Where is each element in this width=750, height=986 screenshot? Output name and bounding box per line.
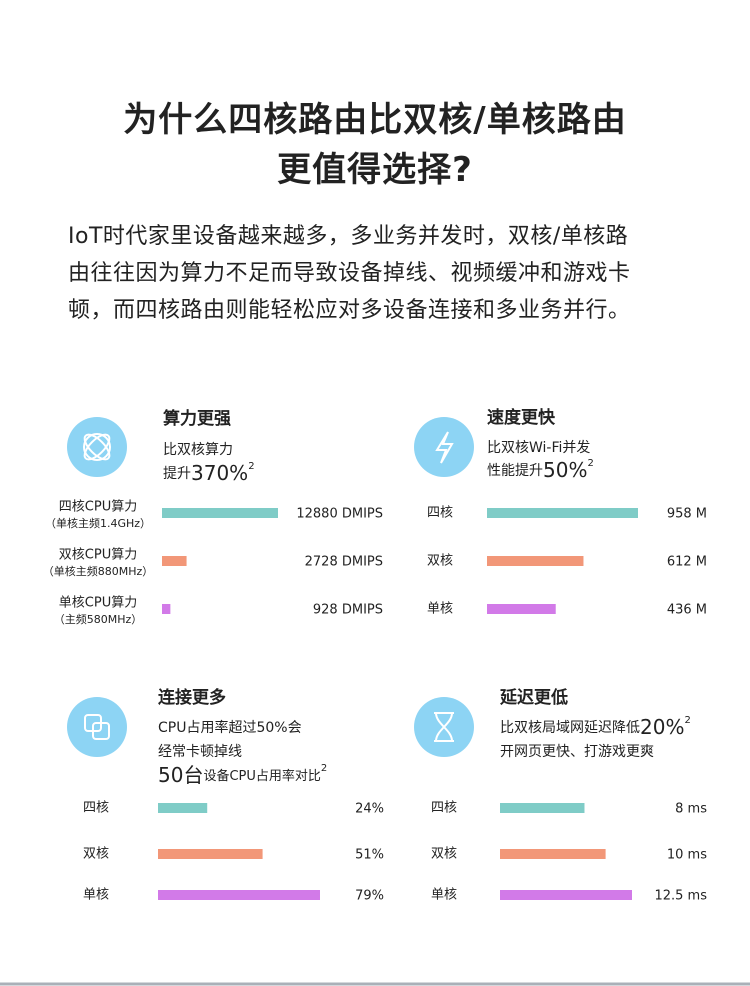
- intro-line: 顿，而四核路由则能轻松应对多设备连接和多业务并行。: [68, 298, 631, 323]
- category-note: （单核主频880MHz）: [43, 564, 154, 578]
- card-subtitle: 性能提升50%2: [487, 458, 594, 482]
- bar: [500, 803, 585, 813]
- bar: [162, 604, 171, 614]
- intro-line: IoT时代家里设备越来越多，多业务并发时，双核/单核路: [68, 224, 629, 249]
- category-label: 单核: [427, 602, 453, 617]
- title-line: 为什么四核路由比双核/单核路由: [123, 100, 627, 140]
- category-note: （单核主频1.4GHz）: [45, 516, 151, 530]
- subtitle-text: 性能提升: [487, 463, 543, 479]
- card-title: 连接更多: [158, 687, 226, 708]
- bar: [158, 890, 320, 900]
- category-label: 双核CPU算力: [59, 548, 137, 563]
- value-label: 10 ms: [667, 848, 707, 863]
- category-label: 单核: [83, 888, 109, 903]
- category-label: 单核CPU算力: [59, 596, 137, 611]
- category-label: 双核: [431, 847, 457, 862]
- category-label: 双核: [427, 554, 453, 569]
- subtitle-text: 经常卡顿掉线: [158, 744, 242, 760]
- subtitle-text: 提升: [163, 466, 191, 482]
- subtitle-highlight: 370%: [191, 461, 248, 485]
- value-label: 12.5 ms: [654, 889, 707, 904]
- card-subtitle: 比双核局域网延迟降低20%2: [500, 715, 691, 739]
- bar: [487, 556, 584, 566]
- card-subtitle: CPU占用率超过50%会: [158, 719, 302, 736]
- bar: [158, 803, 208, 813]
- subtitle-text: 比双核Wi-Fi并发: [487, 440, 590, 456]
- bar: [487, 508, 638, 518]
- value-label: 436 M: [667, 603, 707, 618]
- icon: [67, 417, 474, 757]
- bar: [500, 849, 606, 859]
- value-label: 51%: [355, 848, 384, 863]
- category-label: 四核: [427, 506, 453, 521]
- card-title: 算力更强: [162, 408, 231, 429]
- value-label: 928 DMIPS: [313, 603, 383, 618]
- value-label: 958 M: [667, 507, 707, 522]
- footnote-mark: 2: [321, 763, 327, 774]
- subtitle-text: 比双核局域网延迟降低: [500, 720, 640, 736]
- footnote-mark: 2: [248, 461, 254, 472]
- intro-line: 由往往因为算力不足而导致设备掉线、视频缓冲和游戏卡: [68, 261, 631, 286]
- subtitle-highlight: 20%: [640, 715, 684, 739]
- card-title: 延迟更低: [499, 687, 568, 708]
- value-label: 612 M: [667, 555, 707, 570]
- card-subtitle: 开网页更快、打游戏更爽: [500, 743, 654, 760]
- value-label: 8 ms: [675, 802, 707, 817]
- bar: [162, 556, 187, 566]
- bar: [500, 890, 632, 900]
- card-subtitle: 比双核算力: [163, 442, 233, 458]
- bar: [487, 604, 556, 614]
- category-label: 单核: [431, 888, 457, 903]
- card-subtitle: 提升370%2: [163, 461, 255, 485]
- footnote-mark: 2: [684, 715, 690, 726]
- card-subtitle: 经常卡顿掉线: [158, 744, 242, 760]
- category-label: 四核: [83, 801, 109, 816]
- category-note: （主频580MHz）: [54, 612, 143, 626]
- value-label: 24%: [355, 802, 384, 817]
- card-title: 速度更快: [487, 407, 556, 428]
- card-subtitle: 比双核Wi-Fi并发: [487, 440, 590, 456]
- value-label: 2728 DMIPS: [305, 555, 383, 570]
- subtitle-text: CPU占用率超过50%会: [158, 719, 302, 736]
- category-label: 四核: [431, 801, 457, 816]
- category-label: 四核CPU算力: [59, 500, 137, 515]
- subtitle-highlight: 50%: [543, 458, 587, 482]
- subtitle-text: 开网页更快、打游戏更爽: [500, 743, 654, 760]
- footnote-mark: 2: [587, 458, 593, 469]
- category-label: 双核: [83, 847, 109, 862]
- bar: [158, 849, 263, 859]
- title-line: 更值得选择?: [277, 150, 473, 190]
- value-label: 12880 DMIPS: [296, 507, 383, 522]
- subtitle-text: 比双核算力: [163, 442, 233, 458]
- subtitle-highlight: 50台: [158, 763, 203, 787]
- value-label: 79%: [355, 889, 384, 904]
- card-subtitle: 50台设备CPU占用率对比2: [158, 763, 327, 787]
- bar: [162, 508, 278, 518]
- subtitle-text: 设备CPU占用率对比: [203, 768, 320, 784]
